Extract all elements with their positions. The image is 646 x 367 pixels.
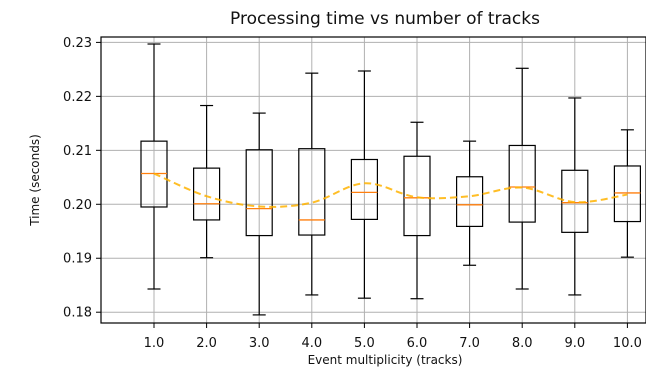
iqr-box	[561, 169, 589, 233]
x-tick-label: 4.0	[301, 336, 322, 351]
plot-frame	[100, 36, 646, 324]
y-tick-label: 0.20	[63, 198, 92, 213]
box-group	[193, 104, 221, 259]
box-group	[613, 129, 642, 258]
x-tick-label: 2.0	[196, 336, 217, 351]
x-tick-label: 9.0	[564, 336, 585, 351]
y-tick-label: 0.22	[63, 90, 92, 105]
plot-area	[140, 43, 642, 316]
x-tick-label: 5.0	[354, 336, 375, 351]
iqr-box	[245, 149, 273, 237]
box-group	[456, 140, 484, 266]
y-axis-ticks: 0.18 0.19 0.20 0.21 0.22 0.23	[63, 36, 101, 321]
box-group	[508, 67, 536, 290]
x-axis-label: Event multiplicity (tracks)	[308, 353, 463, 367]
iqr-box	[456, 176, 484, 228]
y-tick-label: 0.19	[63, 252, 92, 267]
x-tick-label: 8.0	[512, 336, 533, 351]
box-group	[298, 72, 326, 296]
box-group	[350, 70, 378, 299]
iqr-box	[508, 144, 536, 223]
iqr-box	[403, 155, 431, 237]
iqr-box	[613, 165, 642, 223]
x-axis-ticks: 1.0 2.0 3.0 4.0 5.0 6.0 7.0 8.0 9.0 10.0	[144, 323, 642, 351]
iqr-box	[298, 148, 326, 236]
y-axis-label: Time (seconds)	[28, 134, 42, 227]
x-tick-label: 7.0	[459, 336, 480, 351]
trend-line	[153, 172, 628, 208]
box-group	[245, 112, 273, 316]
x-tick-label: 3.0	[249, 336, 270, 351]
iqr-box	[193, 167, 221, 221]
box-group	[561, 97, 589, 296]
y-tick-label: 0.23	[63, 36, 92, 51]
chart-title: Processing time vs number of tracks	[230, 9, 540, 29]
y-tick-label: 0.21	[63, 144, 92, 159]
x-tick-label: 1.0	[144, 336, 165, 351]
iqr-box	[350, 158, 378, 220]
x-tick-label: 10.0	[613, 336, 642, 351]
y-tick-label: 0.18	[63, 306, 92, 321]
x-tick-label: 6.0	[407, 336, 428, 351]
